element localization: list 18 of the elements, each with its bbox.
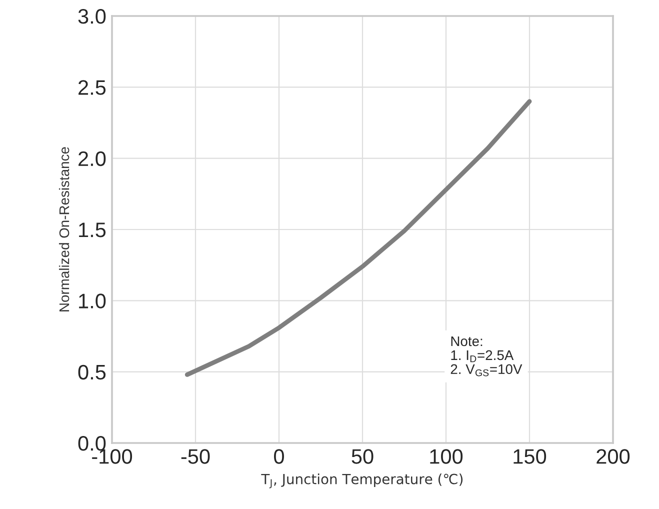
x-tick-label: 100 <box>430 449 463 464</box>
y-tick-label: 0.5 <box>78 364 106 380</box>
y-tick-label: 3.0 <box>78 9 106 24</box>
y-tick-label: 1.5 <box>79 222 106 238</box>
annotation: Note: 1. I$_{D}$=2.5A 2. V$_{GS}$=10V <box>450 336 522 376</box>
y-tick-label: 2.5 <box>78 80 106 95</box>
y-tick-label: 1.0 <box>79 294 106 308</box>
y-tick-label: 0.0 <box>78 436 106 451</box>
x-tick-label: -100 <box>92 449 132 464</box>
x-tick-label: 200 <box>596 449 630 464</box>
x-tick-label: -50 <box>181 449 210 464</box>
x-tick-label: 0 <box>274 449 284 464</box>
y-axis-title: Normalized On-Resistance <box>58 147 70 312</box>
line-series <box>184 99 532 377</box>
y-tick-label: 2.0 <box>78 151 106 166</box>
x-tick-label: 50 <box>352 449 374 464</box>
x-axis-title: T$_{J}$, Junction Temperature (℃) <box>261 474 463 488</box>
x-tick-label: 150 <box>514 449 546 464</box>
